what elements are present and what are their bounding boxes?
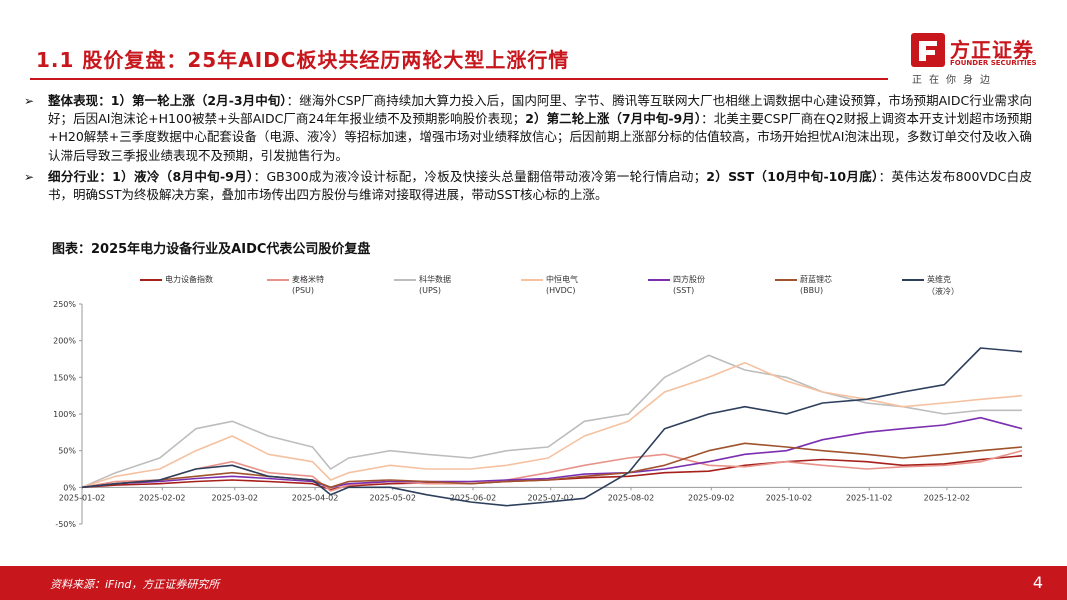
- source-note: 资料来源：iFind，方正证券研究所: [50, 578, 220, 591]
- y-tick-label: 200%: [53, 337, 76, 346]
- bullet-text: ：英伟达发布800VDC白皮书，明确SST为终极解决方案，叠加市场传出四方股份与…: [48, 168, 1033, 203]
- legend-swatch: [140, 278, 162, 281]
- legend-sublabel: (BBU): [800, 286, 824, 295]
- series-line-蔚蓝锂芯: [81, 442, 1023, 489]
- bullet-text-bold: 2）第二轮上涨（7月中旬-9月）: [525, 111, 702, 127]
- line-chart: 250% 200% 150% 100% 50% 0% -50% 2025-01-02 2025-…: [53, 300, 1023, 529]
- legend-swatch: [648, 278, 670, 281]
- legend-item: 四方股份 (SST): [648, 274, 705, 295]
- arrow-bullet-icon: ➢: [24, 169, 35, 184]
- x-tick-label: 2025-10-02: [766, 493, 813, 502]
- legend-swatch: [267, 278, 289, 281]
- legend-label: 四方股份: [673, 275, 705, 284]
- y-tick-label: 0%: [63, 483, 76, 492]
- logo-slogan: 正在你身边: [912, 75, 997, 86]
- x-tick-label: 2025-04-02: [292, 493, 339, 502]
- page-number: 4: [1032, 573, 1043, 592]
- legend-item: 电力设备指数: [140, 274, 213, 285]
- bullet-segments: ➢ 细分行业：1）液冷（8月中旬-9月）：GB300成为液冷设计标配，冷板及快接…: [22, 168, 1032, 204]
- legend-sublabel: (PSU): [292, 286, 314, 295]
- logo-english: FOUNDER SECURITIES: [950, 59, 1037, 67]
- legend-sublabel: （液冷）: [927, 287, 959, 296]
- footer-bar: 资料来源：iFind，方正证券研究所 4: [0, 566, 1067, 600]
- bullet-text-bold: 2）SST（10月中旬-10月底）: [706, 168, 879, 184]
- bullet-text: ：GB300成为液冷设计标配，冷板及快接头总量翻倍带动液冷第一轮行情启动；: [253, 168, 707, 184]
- legend-label: 蔚蓝锂芯: [800, 275, 832, 284]
- page-title: 1.1 股价复盘：25年AIDC板块共经历两轮大型上涨行情: [36, 48, 570, 72]
- x-tick-label: 2025-09-02: [688, 493, 735, 502]
- y-tick-label: 150%: [53, 373, 76, 382]
- legend-swatch: [394, 278, 416, 281]
- legend-swatch: [902, 278, 924, 281]
- series-line-英维克: [81, 347, 1023, 507]
- legend-sublabel: (SST): [673, 286, 695, 295]
- x-tick-label: 2025-12-02: [924, 493, 971, 502]
- x-tick-label: 2025-06-02: [450, 493, 497, 502]
- x-tick-label: 2025-05-02: [369, 493, 416, 502]
- title-divider: [30, 78, 888, 80]
- legend-label: 电力设备指数: [165, 275, 213, 284]
- logo-name: 方正证券: [950, 38, 1034, 62]
- figure-title: 图表：2025年电力设备行业及AIDC代表公司股价复盘: [52, 242, 371, 257]
- series-line-中恒电气: [81, 361, 1023, 489]
- x-tick-label: 2025-07-02: [527, 493, 574, 502]
- y-tick-label: 50%: [58, 447, 76, 456]
- bullet-text-bold: 整体表现：1）第一轮上涨（2月-3月中旬）: [48, 93, 287, 108]
- chart-legend: 电力设备指数 麦格米特 (PSU) 科华数据 (UPS) 中恒电气 (HVDC) 四方股份 (S…: [140, 274, 1040, 302]
- legend-swatch: [775, 278, 797, 281]
- series-line-四方股份: [81, 416, 1023, 489]
- bullet-text-bold: 细分行业：1）液冷（8月中旬-9月）: [48, 168, 254, 184]
- legend-sublabel: (UPS): [419, 286, 441, 295]
- x-tick-label: 2025-02-02: [139, 493, 186, 502]
- legend-label: 中恒电气: [546, 275, 578, 284]
- bullet-text: ：继海外CSP厂商持续加大算力投入后，国内阿里、字节、腾讯等互联网大厂也相继上调…: [48, 93, 1032, 127]
- company-logo: 方正证券 FOUNDER SECURITIES 正在你身边: [910, 32, 1038, 86]
- legend-label: 科华数据: [419, 275, 451, 284]
- bullet-overall: ➢ 整体表现：1）第一轮上涨（2月-3月中旬）：继海外CSP厂商持续加大算力投入…: [22, 92, 1032, 165]
- y-tick-label: -50%: [55, 520, 76, 529]
- y-tick-label: 250%: [53, 300, 76, 309]
- arrow-bullet-icon: ➢: [24, 94, 35, 108]
- x-tick-label: 2025-08-02: [608, 493, 655, 502]
- bullet-list: ➢ 整体表现：1）第一轮上涨（2月-3月中旬）：继海外CSP厂商持续加大算力投入…: [22, 92, 1032, 207]
- x-tick-label: 2025-03-02: [212, 493, 258, 502]
- legend-item: 蔚蓝锂芯 (BBU): [775, 274, 832, 295]
- bullet-text: ：北美主要CSP厂商在Q2财报上调资本开支计划超市场预期+H20解禁+三季度数据…: [48, 111, 1032, 163]
- legend-swatch: [521, 278, 543, 281]
- series-line-科华数据: [81, 354, 1022, 489]
- y-tick-label: 100%: [53, 410, 76, 419]
- legend-item: 麦格米特 (PSU): [267, 274, 324, 295]
- legend-sublabel: (HVDC): [546, 286, 576, 295]
- legend-label: 英维克: [927, 275, 951, 284]
- legend-label: 麦格米特: [292, 275, 324, 284]
- x-tick-label: 2025-11-02: [846, 493, 893, 502]
- legend-item: 中恒电气 (HVDC): [521, 274, 578, 295]
- founder-logo-icon: [911, 33, 945, 67]
- legend-item: 英维克 （液冷）: [902, 274, 959, 296]
- legend-item: 科华数据 (UPS): [394, 274, 451, 295]
- x-tick-label: 2025-01-02: [59, 493, 106, 502]
- series-line-麦格米特: [81, 449, 1023, 492]
